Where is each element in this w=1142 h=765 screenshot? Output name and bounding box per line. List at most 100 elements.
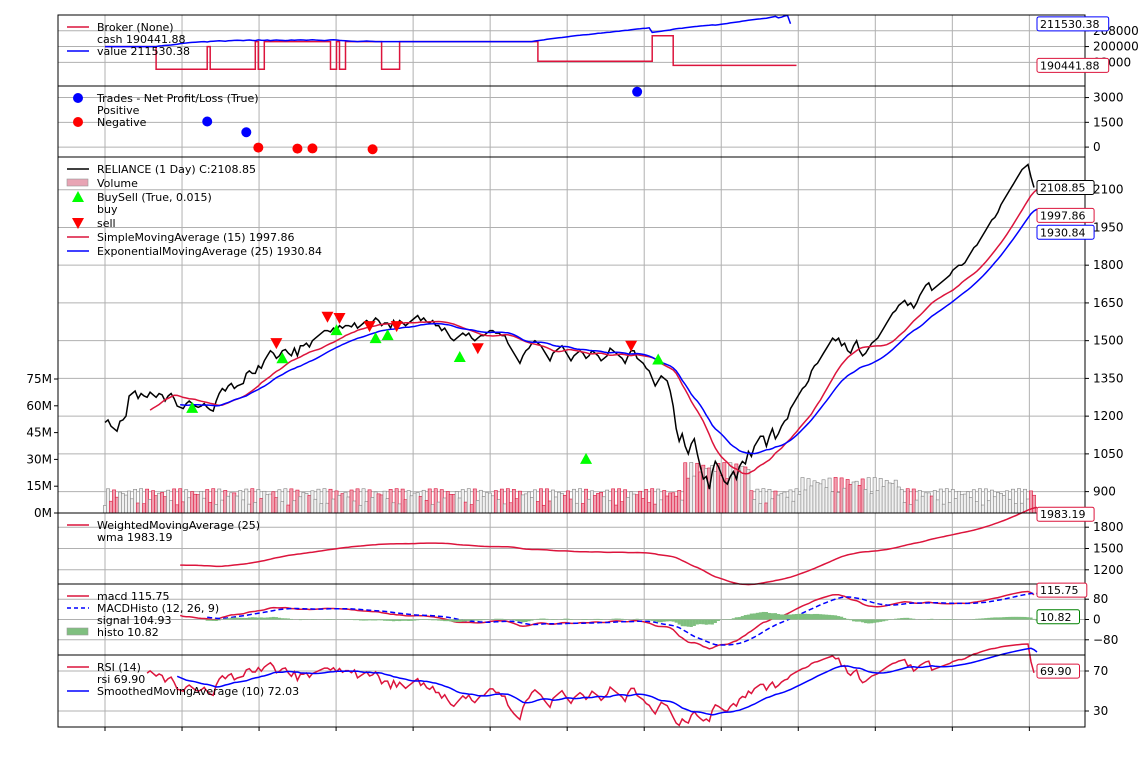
histo-bar: [806, 613, 811, 620]
value-label: 1997.86: [1040, 209, 1086, 222]
histo-bar: [855, 619, 859, 622]
histo-bar: [870, 619, 874, 624]
histo-bar: [906, 617, 910, 620]
histo-bar: [665, 619, 669, 622]
histo-bar: [467, 619, 471, 621]
histo-bar: [352, 619, 357, 621]
panel-broker: 20800020000092000211530.38190441.88Broke…: [57, 14, 1139, 87]
buy-marker: [186, 401, 199, 413]
histo-bar: [999, 617, 1003, 620]
y-tick-label: 1500: [1093, 115, 1124, 129]
histo-bar: [779, 614, 784, 620]
histo-bar: [1029, 617, 1033, 620]
legend-label: macd 115.75: [97, 590, 169, 603]
histo-bar: [241, 617, 245, 620]
sell-marker: [625, 340, 638, 352]
panel-trades: 3000 1500 0 Trades - Net Profit/Loss (True)…: [57, 85, 1124, 158]
histo-bar: [879, 619, 883, 622]
histo-bar: [864, 619, 868, 624]
series-sma15: [149, 189, 1038, 475]
legend-swatch: [66, 178, 89, 187]
histo-bar: [930, 618, 934, 620]
histo-bar: [761, 611, 766, 620]
histo-bar: [431, 619, 435, 621]
histo-bar: [1017, 616, 1021, 620]
histo-bar: [539, 618, 543, 620]
histo-bar: [731, 618, 735, 620]
histo-bar: [265, 617, 269, 620]
legend-sublabel: wma 1983.19: [97, 531, 172, 544]
y-tick-label: 3000: [1093, 91, 1124, 105]
histo-bar: [458, 619, 462, 623]
histo-bar: [370, 619, 375, 621]
histo-bar: [743, 615, 747, 620]
trade-point: [253, 142, 264, 153]
histo-bar: [542, 618, 546, 620]
histo-bar: [259, 617, 263, 620]
histo-bar: [503, 618, 507, 620]
histo-bar: [416, 619, 420, 621]
histo-bar: [566, 618, 570, 620]
histo-bar: [217, 619, 221, 621]
histo-bar: [461, 619, 465, 622]
histo-bar: [677, 619, 681, 625]
histo-bar: [824, 614, 829, 620]
histo-bar: [842, 617, 847, 620]
buy-marker: [381, 329, 394, 341]
histo-bar: [515, 619, 519, 622]
histo-bar: [818, 614, 823, 620]
histo-bar: [208, 619, 212, 621]
histo-bar: [653, 619, 657, 622]
value-label-box: [1036, 57, 1110, 73]
histo-bar: [211, 619, 215, 621]
histo-bar: [858, 619, 862, 622]
series-ema25: [180, 208, 1038, 455]
histo-bar: [882, 619, 886, 622]
histo-bar: [674, 619, 678, 623]
histo-bar: [584, 618, 588, 620]
histo-bar: [755, 612, 760, 620]
legend-label: RELIANCE (1 Day) C:2108.85: [97, 163, 256, 176]
histo-bar: [791, 614, 796, 620]
histo-bar: [434, 619, 438, 621]
histo-bar: [437, 619, 441, 621]
histo-bar: [737, 617, 741, 620]
histo-bar: [782, 614, 787, 620]
volume-bar: [1032, 494, 1036, 514]
value-label-box: [1036, 179, 1095, 195]
legend-label: MACDHisto (12, 26, 9): [97, 602, 219, 615]
histo-bar: [830, 615, 835, 620]
histo-bar: [713, 619, 717, 624]
histo-bar: [984, 618, 988, 620]
y-tick-label: 1800: [1093, 258, 1124, 272]
histo-bar: [993, 617, 997, 620]
histo-bar: [776, 613, 781, 620]
histo-bar: [662, 619, 666, 622]
histo-bar: [975, 618, 979, 620]
y-tick-label: 30: [1093, 704, 1108, 718]
histo-bar: [912, 618, 916, 620]
value-label-box: [1036, 506, 1095, 522]
histo-bar: [379, 619, 384, 621]
histo-bar: [656, 619, 660, 623]
histo-bar: [900, 618, 904, 620]
histo-bar: [286, 618, 290, 620]
buy-marker: [330, 324, 343, 336]
histo-bar: [358, 619, 363, 621]
sell-marker: [471, 343, 484, 355]
histo-bar: [428, 619, 432, 621]
histo-bar: [256, 617, 260, 620]
histo-bar: [788, 614, 793, 620]
histo-bar: [274, 617, 278, 620]
volume-tick-label: 60M: [26, 399, 52, 413]
histo-bar: [446, 619, 450, 622]
sell-marker: [270, 338, 283, 350]
histo-bar: [392, 619, 396, 622]
histo-bar: [659, 619, 663, 623]
series-smma: [176, 647, 1038, 716]
y-tick-label: 1800: [1093, 520, 1124, 534]
series-value: [105, 14, 792, 48]
panel-price: 2100 1950 1800 1650 1500 1350 1200 1050 900 75M 60…: [26, 156, 1124, 520]
value-label: 115.75: [1040, 584, 1079, 597]
